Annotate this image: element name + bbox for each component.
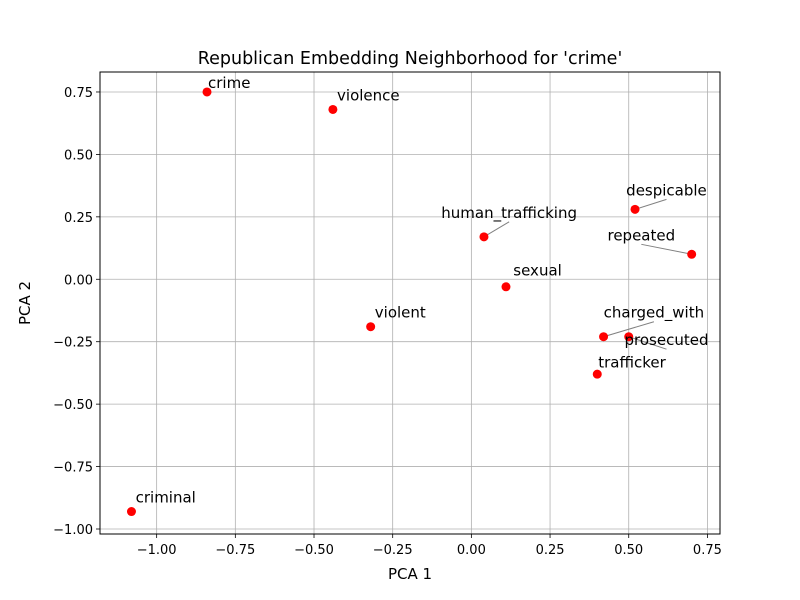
data-point-trafficker bbox=[592, 369, 602, 379]
point-label: charged_with bbox=[604, 304, 704, 323]
x-tick-label: 0.50 bbox=[614, 543, 643, 558]
axis-ticks: −1.00 −0.75 −0.50 −0.25 0.00 0.25 0.50 0.75 −1.0… bbox=[53, 86, 722, 558]
point-label: violence bbox=[337, 86, 400, 104]
y-tick-label: −0.50 bbox=[53, 398, 93, 413]
point-label: human_trafficking bbox=[441, 204, 577, 223]
y-tick-label: −0.25 bbox=[53, 336, 93, 351]
x-tick-label: −1.00 bbox=[137, 543, 177, 558]
point-label: despicable bbox=[626, 181, 707, 199]
x-tick-label: 0.25 bbox=[536, 543, 565, 558]
point-label: repeated bbox=[607, 226, 675, 244]
y-tick-label: 0.75 bbox=[64, 86, 93, 101]
x-tick-label: 0.75 bbox=[693, 543, 722, 558]
label-connector bbox=[641, 243, 692, 255]
x-axis-label: PCA 1 bbox=[388, 565, 432, 583]
chart-title: Republican Embedding Neighborhood for 'c… bbox=[198, 49, 623, 69]
data-points bbox=[126, 87, 697, 517]
data-point-sexual bbox=[501, 282, 511, 292]
y-tick-label: 0.50 bbox=[64, 148, 93, 163]
y-tick-label: 0.25 bbox=[64, 211, 93, 226]
label-connector bbox=[603, 321, 655, 338]
y-tick-label: −1.00 bbox=[53, 523, 93, 538]
point-label: prosecuted bbox=[625, 331, 709, 349]
data-point-human-trafficking bbox=[479, 232, 489, 242]
point-label: crime bbox=[208, 74, 250, 92]
label-connector bbox=[628, 336, 667, 350]
data-point-despicable bbox=[630, 204, 640, 214]
plot-frame bbox=[99, 71, 721, 535]
data-point-violent bbox=[366, 322, 376, 332]
data-point-crime bbox=[202, 87, 212, 97]
data-point-charged-with bbox=[599, 332, 609, 342]
x-tick-label: −0.75 bbox=[215, 543, 255, 558]
point-label: sexual bbox=[513, 261, 562, 279]
label-connector bbox=[634, 198, 667, 210]
data-point-violence bbox=[328, 104, 338, 114]
y-axis-label: PCA 2 bbox=[16, 281, 34, 325]
data-point-repeated bbox=[687, 249, 697, 259]
label-connector bbox=[483, 221, 510, 238]
point-label: criminal bbox=[136, 489, 196, 507]
x-tick-label: −0.25 bbox=[373, 543, 413, 558]
x-tick-label: 0.00 bbox=[457, 543, 486, 558]
label-connectors bbox=[483, 198, 692, 350]
data-point-prosecuted bbox=[624, 332, 634, 342]
point-label: trafficker bbox=[598, 354, 666, 372]
grid bbox=[100, 72, 720, 534]
point-labels: crime violence despicable human_trafficking… bbox=[136, 74, 709, 507]
x-tick-label: −0.50 bbox=[294, 543, 334, 558]
point-label: violent bbox=[375, 304, 426, 322]
y-tick-label: −0.75 bbox=[53, 461, 93, 476]
y-tick-label: 0.00 bbox=[64, 273, 93, 288]
data-point-criminal bbox=[126, 507, 136, 517]
